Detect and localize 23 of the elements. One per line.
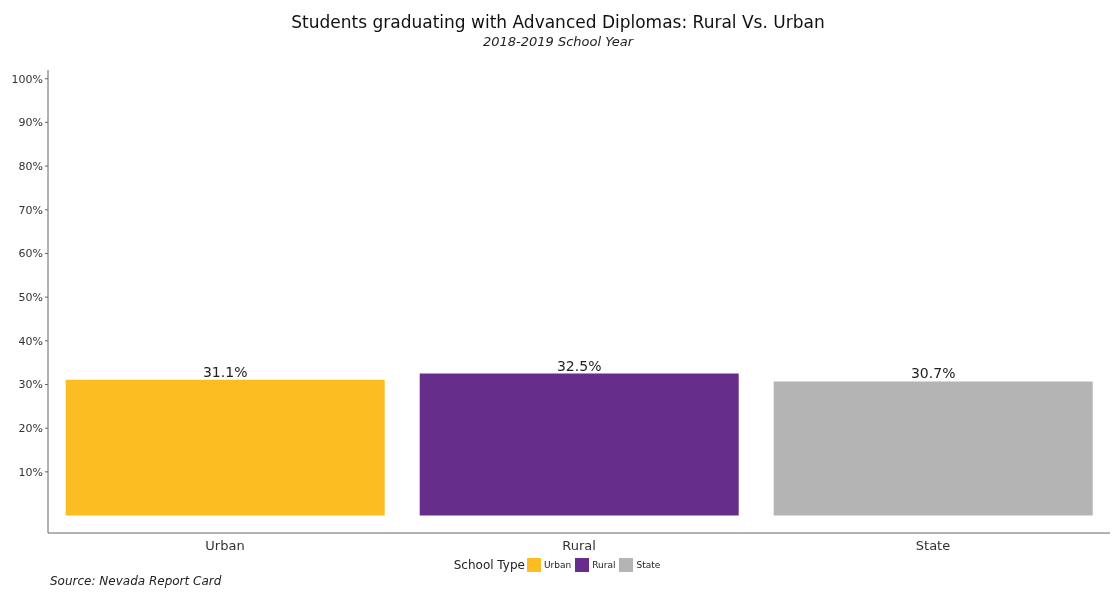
- y-tick-label: 60%: [18, 247, 43, 261]
- y-tick-label: 100%: [11, 72, 43, 86]
- legend-label: Urban: [543, 560, 572, 570]
- y-tick-label: 20%: [18, 422, 43, 436]
- x-tick-label: State: [915, 538, 951, 554]
- chart-title: Students graduating with Advanced Diplomas: Rural Vs. Urban: [290, 12, 826, 32]
- y-tick-label: 10%: [18, 465, 43, 479]
- y-tick-label: 50%: [18, 291, 43, 305]
- chart-subtitle: 2018-2019 School Year: [481, 34, 635, 49]
- data-label: 32.5%: [556, 357, 602, 374]
- y-tick-label: 80%: [18, 160, 43, 173]
- data-label: 30.7%: [910, 365, 956, 382]
- x-tick-label: Rural: [562, 538, 596, 554]
- legend-label: State: [636, 560, 661, 570]
- source-note: Source: Nevada Report Card: [50, 574, 222, 588]
- data-label: 31.1%: [202, 363, 248, 380]
- y-tick-label: 70%: [18, 203, 43, 217]
- y-tick-label: 30%: [18, 378, 43, 392]
- y-tick-label: 90%: [18, 116, 43, 130]
- legend-title: School Type: [453, 558, 525, 572]
- x-tick-label: Urban: [205, 538, 245, 554]
- legend-label: Rural: [592, 560, 616, 570]
- y-tick-label: 40%: [18, 334, 43, 348]
